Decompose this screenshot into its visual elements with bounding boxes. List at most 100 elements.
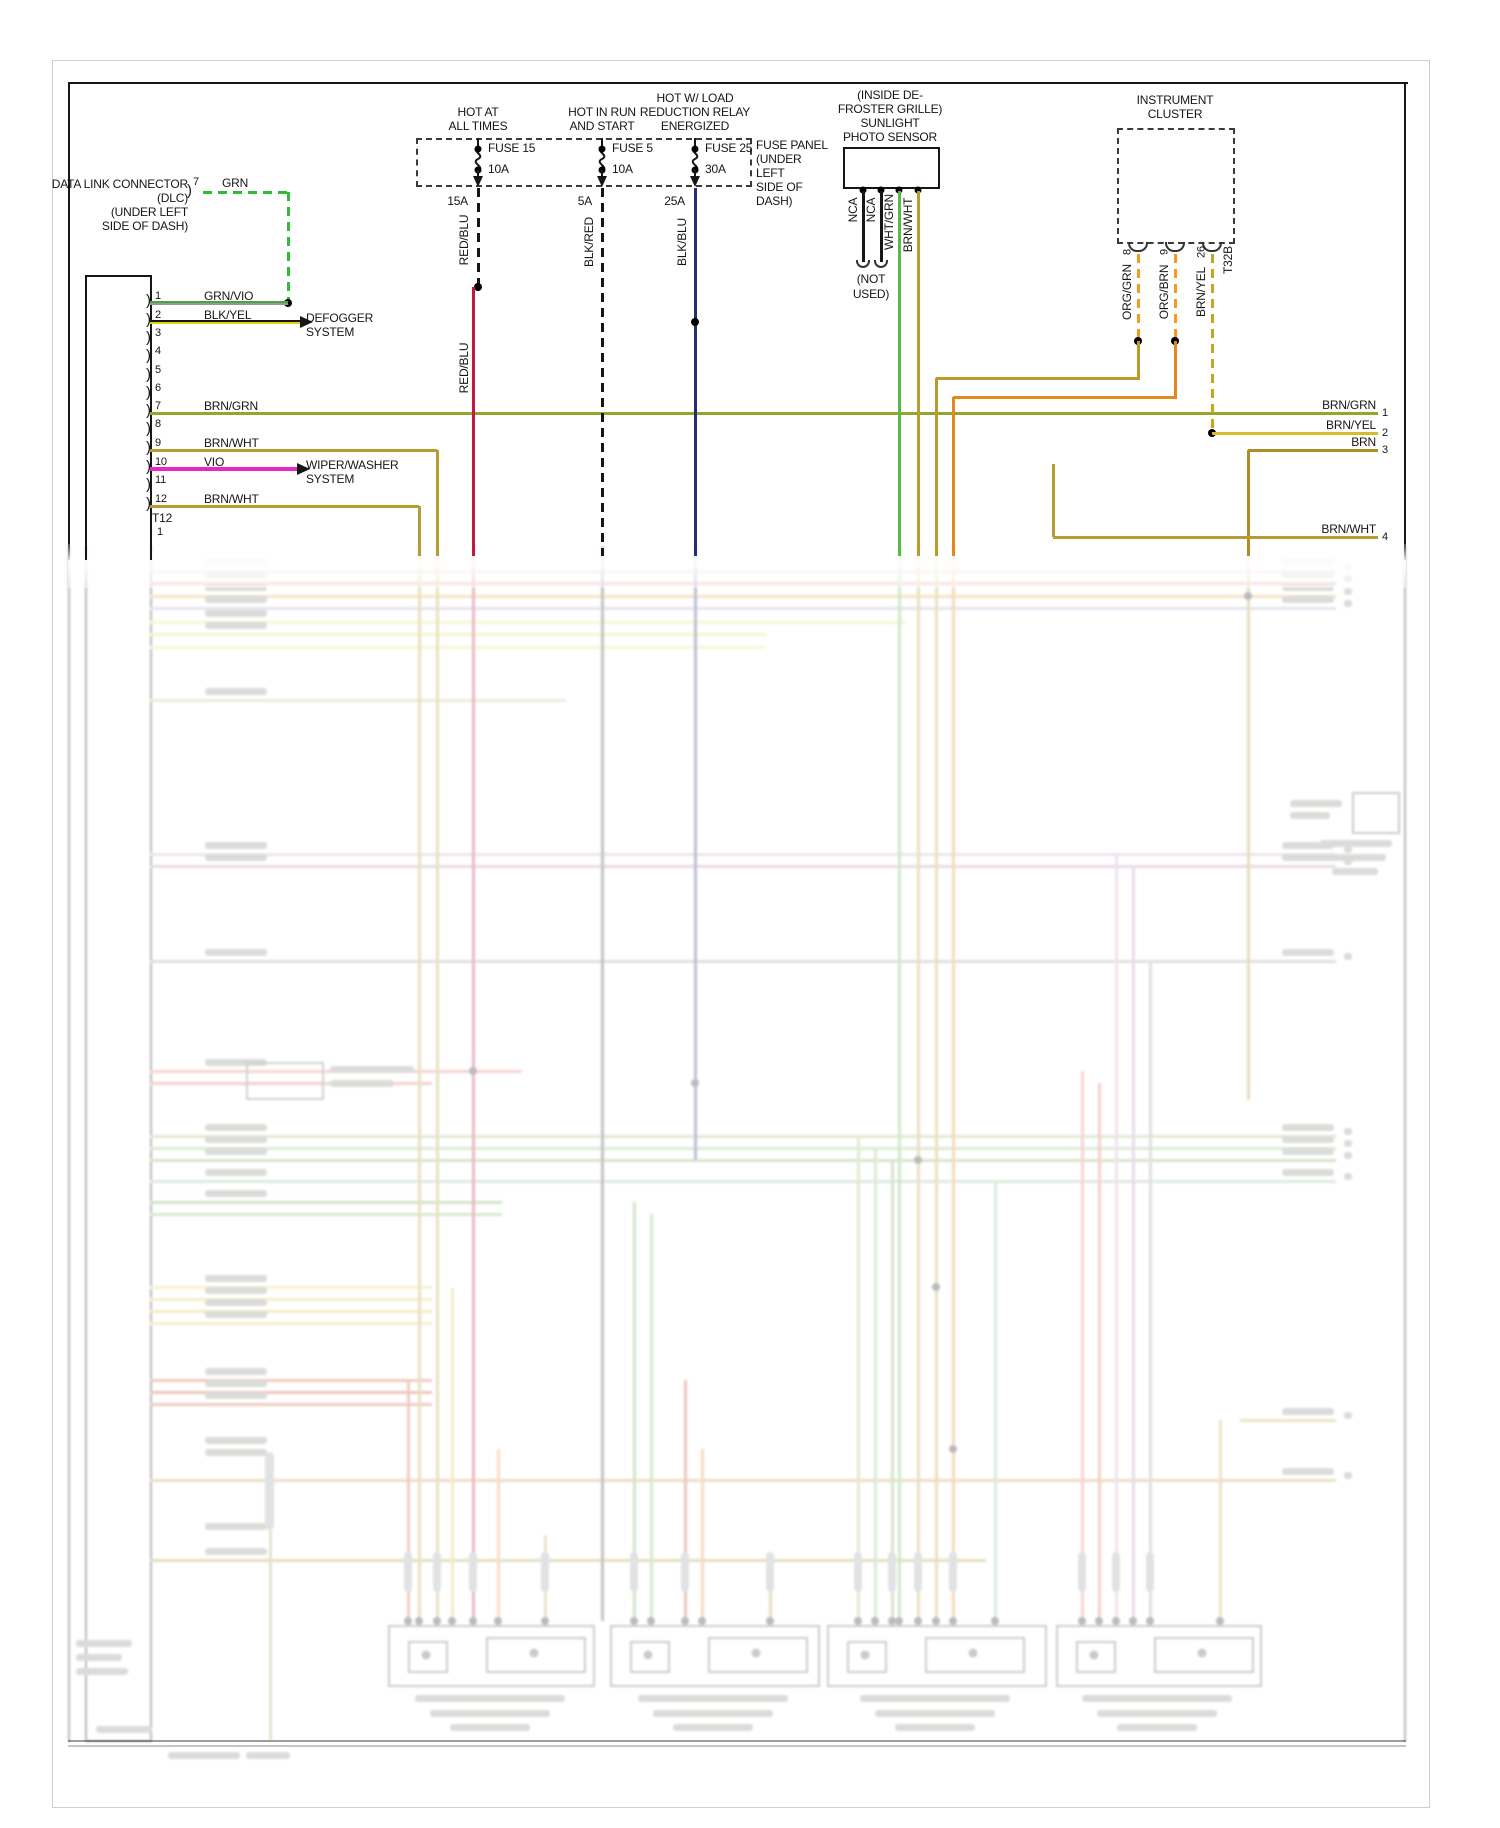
faded-dot — [469, 1617, 477, 1625]
faded-text-blob — [1097, 1710, 1217, 1717]
faded-wire — [150, 632, 766, 636]
wire-red-blu — [471, 287, 475, 556]
faded-sub-box — [486, 1637, 586, 1673]
cluster-pin-bracket — [1202, 242, 1222, 252]
cluster-wire-label: BRN/YEL — [1193, 267, 1208, 317]
connector-pin-number: 12 — [155, 493, 167, 505]
fuse-name-label: FUSE 25 — [705, 141, 753, 155]
wire-red-blu-label: RED/BLU — [456, 214, 471, 266]
junction-dot — [598, 145, 606, 153]
faded-sub-box — [925, 1637, 1025, 1673]
faded-wire — [1131, 866, 1135, 1621]
faded-dot — [932, 1283, 940, 1291]
wire-brn-grn — [150, 411, 1378, 415]
faded-text-blob — [205, 1449, 267, 1456]
dlc-grn-wire — [203, 190, 288, 194]
faded-sub-dot — [860, 1650, 870, 1660]
fuse-panel-note-line: (UNDER — [756, 152, 802, 166]
connector-pin-bracket: ) — [146, 329, 151, 346]
wire-blk-blu-label: BLK/BLU — [674, 218, 689, 266]
frame-bottom-border — [68, 1740, 1406, 1742]
faded-dot — [691, 1079, 699, 1087]
faded-text-blob — [205, 1169, 267, 1176]
faded-text-blob — [205, 1380, 267, 1387]
faded-text-blob — [205, 622, 267, 629]
connector-pin-number: 10 — [155, 456, 167, 468]
nca-wire — [879, 191, 883, 262]
wire-org-brn — [1173, 341, 1177, 399]
faded-wire — [934, 546, 938, 1621]
faded-sub-box — [408, 1641, 448, 1673]
faded-capsule — [681, 1552, 689, 1592]
connector-pin-number: 7 — [155, 400, 161, 412]
faded-wire — [1148, 961, 1152, 1621]
faded-wire — [150, 1158, 1336, 1162]
fuse-name-label: FUSE 5 — [612, 141, 653, 155]
frame-left-border — [68, 82, 70, 560]
fuse-header-line: HOT AT — [457, 105, 499, 119]
faded-text-blob — [1290, 812, 1330, 819]
fuse-panel-note-line: SIDE OF — [756, 180, 803, 194]
fuse-arrow-down-icon — [473, 176, 483, 187]
connector-pin-bracket: ) — [146, 366, 151, 383]
instrument-cluster-title: INSTRUMENT — [1136, 93, 1214, 107]
faded-text-blob — [1282, 1148, 1334, 1155]
junction-dot — [691, 145, 699, 153]
fuse-panel-box — [416, 138, 752, 187]
faded-wire — [649, 1214, 653, 1621]
faded-text-blob — [673, 1724, 753, 1731]
wire-brn-wht — [150, 504, 419, 508]
faded-wire — [150, 1478, 1336, 1482]
faded-dot — [698, 1617, 706, 1625]
left-connector-box — [85, 275, 152, 560]
fuse-stub — [694, 170, 696, 176]
faded-wire — [150, 1134, 1336, 1138]
faded-dot — [1078, 1617, 1086, 1625]
fuse-amps-label: 30A — [705, 162, 726, 176]
faded-text-blob — [205, 610, 267, 617]
fuse-circuit-label: 25A — [664, 194, 685, 208]
faded-wire — [496, 1449, 500, 1621]
faded-wire — [700, 1449, 704, 1621]
faded-dot — [1244, 592, 1252, 600]
faded-wire — [150, 1146, 1336, 1150]
faded-sub-box — [1076, 1641, 1116, 1673]
faded-text-blob — [1282, 1124, 1334, 1131]
fuse-arrow-down-icon — [597, 176, 607, 187]
nca-label: NCA — [863, 197, 878, 223]
faded-dot — [647, 1617, 655, 1625]
faded-text-blob — [205, 1548, 267, 1555]
wire-color-label: VIO — [204, 455, 225, 469]
faded-wire — [435, 546, 439, 1621]
faded-text-blob — [205, 949, 267, 956]
dlc-title-line: (UNDER LEFT — [110, 205, 188, 219]
dlc-grn-wire — [286, 192, 290, 300]
connector-id-label: T12 — [152, 511, 173, 525]
wire-grn-vio — [150, 301, 288, 305]
dlc-pin-number: 7 — [193, 176, 199, 188]
faded-wire — [150, 1285, 432, 1289]
connector-pin-bracket: ) — [146, 292, 151, 309]
cluster-pin-bracket — [1165, 242, 1185, 252]
faded-text-blob — [205, 1523, 267, 1530]
faded-component-box — [610, 1625, 820, 1687]
faded-sub-dot — [421, 1650, 431, 1660]
faded-text-blob — [1344, 588, 1352, 595]
faded-text-blob — [429, 1710, 550, 1717]
faded-dot — [1112, 1617, 1120, 1625]
faded-dot — [433, 1617, 441, 1625]
faded-text-blob — [1282, 1468, 1334, 1475]
faded-dot — [1146, 1617, 1154, 1625]
nca-label: NCA — [845, 197, 860, 223]
wire-color-label: BRN/WHT — [204, 492, 259, 506]
cluster-pin-number: 26 — [1195, 246, 1208, 258]
faded-wire — [150, 864, 1336, 868]
wire-brn-wht — [1051, 464, 1055, 537]
faded-sub-dot — [1089, 1650, 1099, 1660]
faded-text-blob — [1344, 600, 1352, 607]
faded-dot — [494, 1617, 502, 1625]
faded-dot — [415, 1617, 423, 1625]
wire-vio — [150, 467, 297, 471]
fuse-panel-note-line: DASH) — [756, 194, 793, 208]
nca-wire — [861, 191, 865, 262]
